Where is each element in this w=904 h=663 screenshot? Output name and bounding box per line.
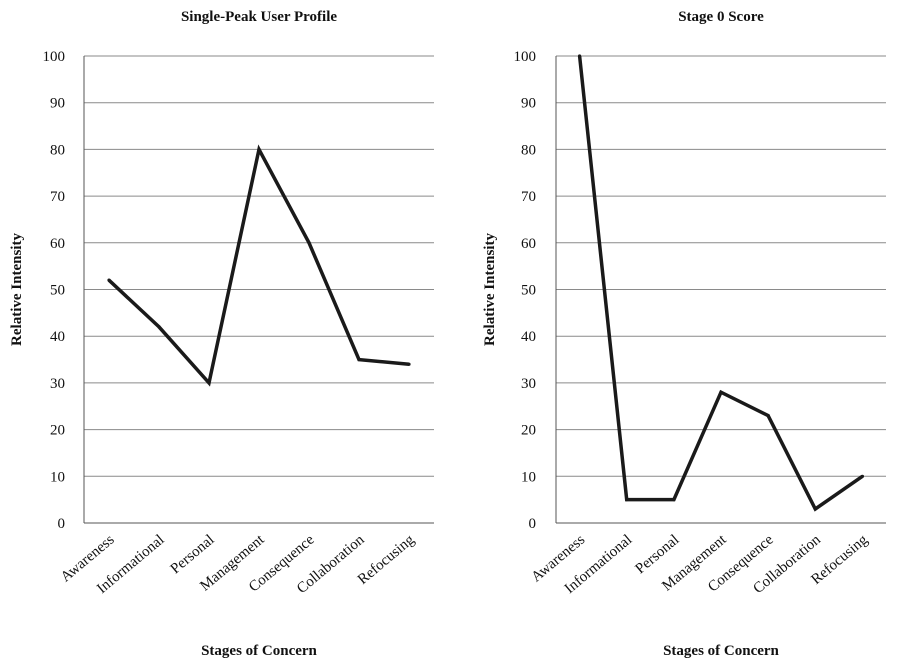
data-point <box>107 278 111 282</box>
y-tick-label: 80 <box>521 142 536 158</box>
data-point <box>207 381 211 385</box>
series-line <box>577 55 864 512</box>
y-tick-label: 20 <box>50 423 65 439</box>
y-axis-title: Relative Intensity <box>482 233 498 346</box>
y-tick-label: 30 <box>50 376 65 392</box>
x-axis-title: Stages of Concern <box>201 643 317 659</box>
data-point <box>577 54 582 58</box>
data-point <box>407 362 411 366</box>
x-tick-label: Refocusing <box>355 531 418 587</box>
y-tick-label: 90 <box>521 96 536 112</box>
y-tick-label: 10 <box>50 469 65 485</box>
y-tick-label: 50 <box>521 283 536 299</box>
chart-left: Single-Peak User Profile Relative Intens… <box>9 9 434 659</box>
x-axis-title: Stages of Concern <box>663 643 779 659</box>
data-point <box>860 474 865 478</box>
y-tick-label: 60 <box>50 236 65 252</box>
y-tick-label: 0 <box>529 516 537 532</box>
y-tick-label: 40 <box>521 329 536 345</box>
chart-right: Stage 0 Score Relative Intensity Stages … <box>482 9 886 659</box>
data-point <box>672 498 676 502</box>
y-tick-label: 30 <box>521 376 536 392</box>
data-point <box>157 325 161 329</box>
data-point <box>719 390 723 394</box>
data-point <box>357 357 361 362</box>
y-tick-label: 0 <box>58 516 66 532</box>
data-point <box>625 498 629 502</box>
data-point <box>813 507 817 511</box>
data-point <box>766 413 770 418</box>
y-tick-label: 40 <box>50 329 65 345</box>
y-tick-label: 50 <box>50 283 65 299</box>
y-tick-label: 70 <box>50 189 65 205</box>
y-tick-label: 80 <box>50 142 65 158</box>
y-tick-label: 60 <box>521 236 536 252</box>
y-tick-label: 100 <box>514 49 537 65</box>
chart-title: Single-Peak User Profile <box>181 9 337 25</box>
y-tick-label: 100 <box>43 49 66 65</box>
y-tick-label: 70 <box>521 189 536 205</box>
y-tick-label: 10 <box>521 469 536 485</box>
y-axis-title: Relative Intensity <box>9 233 25 346</box>
data-point <box>307 241 311 245</box>
series-line <box>107 144 410 387</box>
chart-title: Stage 0 Score <box>678 9 764 25</box>
y-tick-label: 20 <box>521 423 536 439</box>
data-point <box>257 147 261 151</box>
y-tick-label: 90 <box>50 96 65 112</box>
